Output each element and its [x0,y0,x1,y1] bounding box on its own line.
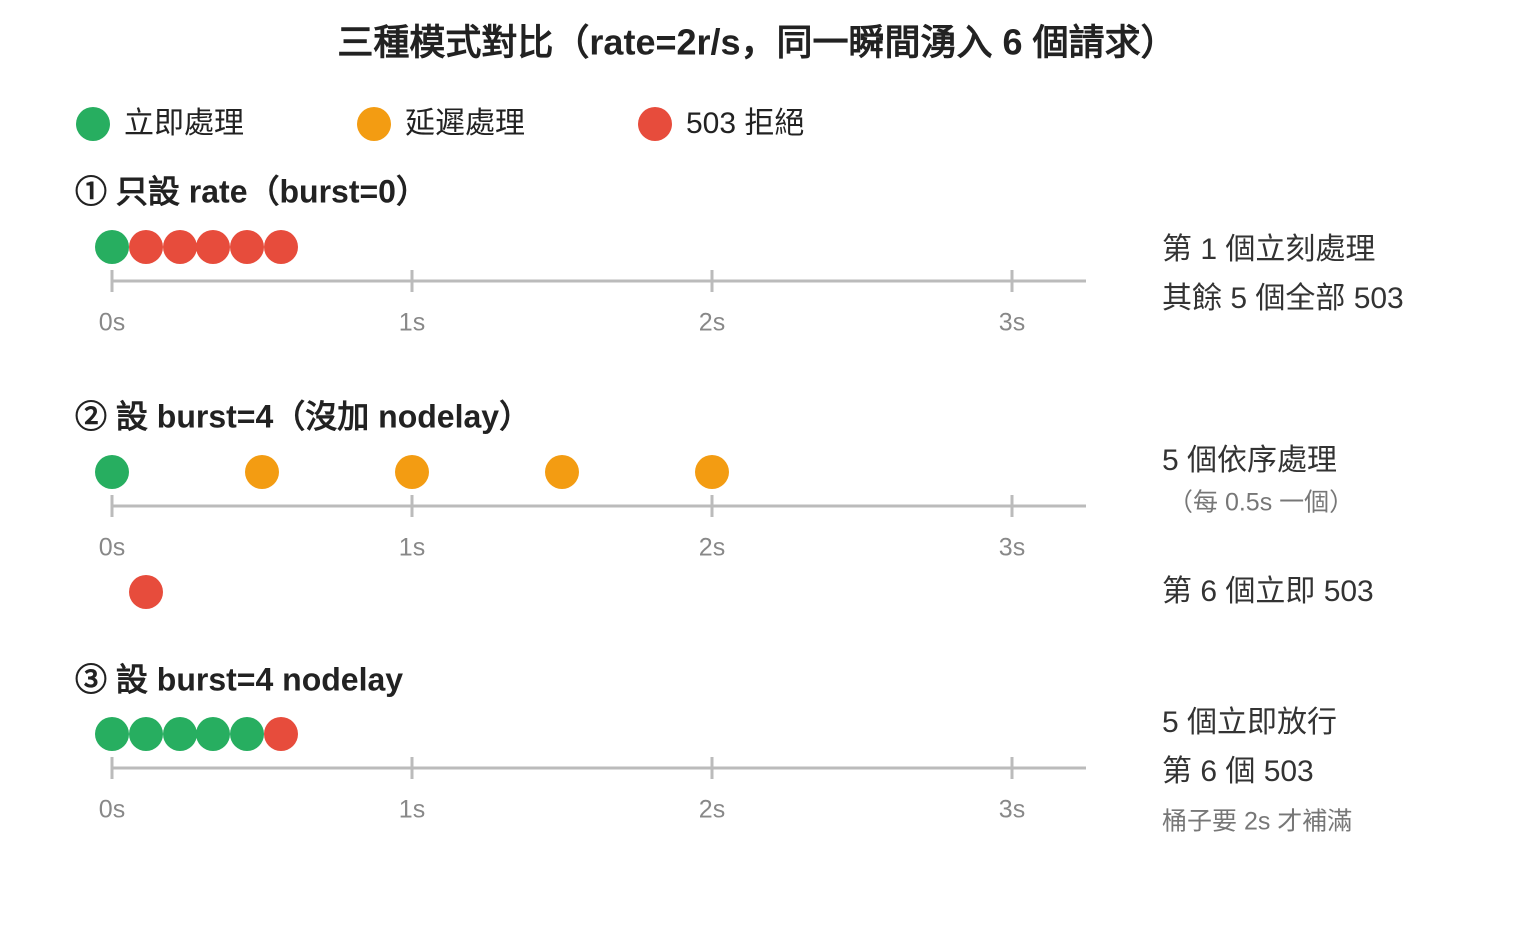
note: 第 6 個立即 503 [1162,575,1374,608]
tick-label: 1s [399,534,425,562]
tick-label: 0s [99,534,125,562]
legend-label: 延遲處理 [405,107,525,140]
tick-label: 3s [999,309,1025,337]
request-dots [95,455,729,609]
dot [196,230,230,264]
dot [163,717,197,751]
tick-label: 3s [999,534,1025,562]
tick-label: 1s [399,309,425,337]
dot [196,717,230,751]
note: 第 1 個立刻處理 [1162,233,1375,266]
section-heading: ② 設 burst=4（沒加 nodelay） [75,398,531,434]
dot [230,230,264,264]
note: 其餘 5 個全部 503 [1162,282,1404,315]
tick-label: 0s [99,309,125,337]
dot [545,455,579,489]
legend-label: 立即處理 [124,107,244,140]
request-dots [95,717,298,751]
section-heading: ① 只設 rate（burst=0） [75,173,428,209]
timeline: 0s 1s 2s 3s [99,757,1086,824]
tick-label: 3s [999,796,1025,824]
dot [95,230,129,264]
note: 5 個立即放行 [1162,706,1337,739]
tick-label: 2s [699,309,725,337]
note: （每 0.5s 一個） [1168,489,1354,517]
dot [264,230,298,264]
tick-label: 2s [699,534,725,562]
legend-label: 503 拒絕 [686,107,804,140]
timeline: 0s 1s 2s 3s [99,495,1086,562]
tick-label: 1s [399,796,425,824]
legend-dot [76,107,110,141]
legend-dot [638,107,672,141]
request-dots [95,230,298,264]
note: 桶子要 2s 才補滿 [1162,808,1352,836]
dot [95,455,129,489]
dot [129,230,163,264]
dot [95,717,129,751]
timeline: 0s 1s 2s 3s [99,270,1086,337]
title: 三種模式對比（rate=2r/s，同一瞬間湧入 6 個請求） [337,22,1176,63]
note: 5 個依序處理 [1162,444,1337,477]
dot [129,717,163,751]
dot [230,717,264,751]
tick-label: 2s [699,796,725,824]
tick-label: 0s [99,796,125,824]
dot [163,230,197,264]
section-heading: ③ 設 burst=4 nodelay [75,661,403,697]
dot [129,575,163,609]
dot [264,717,298,751]
dot [695,455,729,489]
legend-dot [357,107,391,141]
note: 第 6 個 503 [1162,755,1314,788]
dot [395,455,429,489]
dot [245,455,279,489]
